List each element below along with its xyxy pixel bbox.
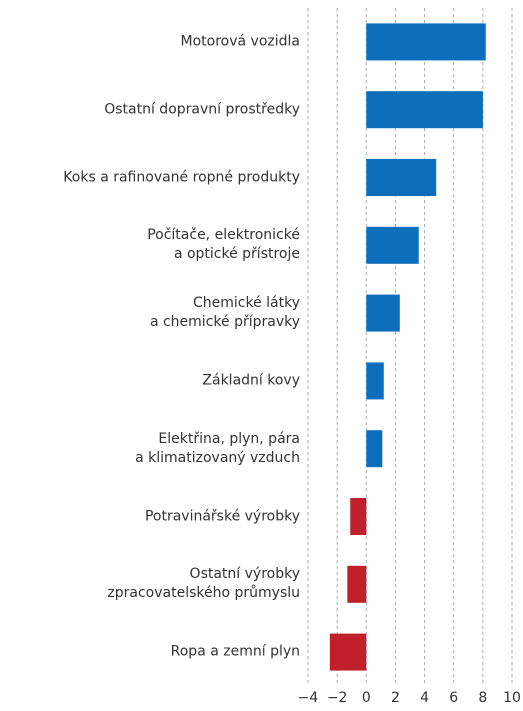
category-label: Počítače, elektronické a optické přístro…: [147, 227, 300, 263]
category-label: Základní kovy: [202, 372, 300, 389]
x-tick-label: −2: [327, 690, 348, 706]
bar: [366, 91, 483, 129]
bar: [366, 159, 437, 196]
bar: [366, 430, 383, 468]
category-label: Ostatní výrobky zpracovatelského průmysl…: [107, 566, 300, 602]
bar: [350, 498, 367, 535]
category-label: Potravinářské výrobky: [144, 508, 300, 524]
category-label: Motorová vozidla: [180, 33, 300, 50]
bar: [366, 226, 419, 264]
x-tick-label: 0: [362, 690, 371, 706]
x-tick-label: 8: [478, 690, 487, 706]
category-label: Ostatní dopravní prostředky: [104, 101, 300, 118]
category-label: Ropa a zemní plyn: [170, 643, 300, 660]
bar: [366, 362, 384, 400]
x-tick-label: 10: [503, 690, 521, 706]
category-label: Koks a rafinované ropné produkty: [63, 169, 300, 185]
bar: [347, 565, 367, 603]
bar: [366, 23, 486, 61]
x-tick-label: 2: [391, 690, 400, 706]
x-tick-label: −4: [298, 690, 319, 706]
category-label: Elektřina, plyn, pára a klimatizovaný vz…: [135, 430, 300, 466]
x-tick-label: 4: [420, 690, 429, 706]
bar: [366, 294, 400, 332]
bar: [329, 633, 367, 671]
category-label: Chemické látky a chemické přípravky: [149, 295, 300, 331]
x-tick-label: 6: [449, 690, 458, 706]
